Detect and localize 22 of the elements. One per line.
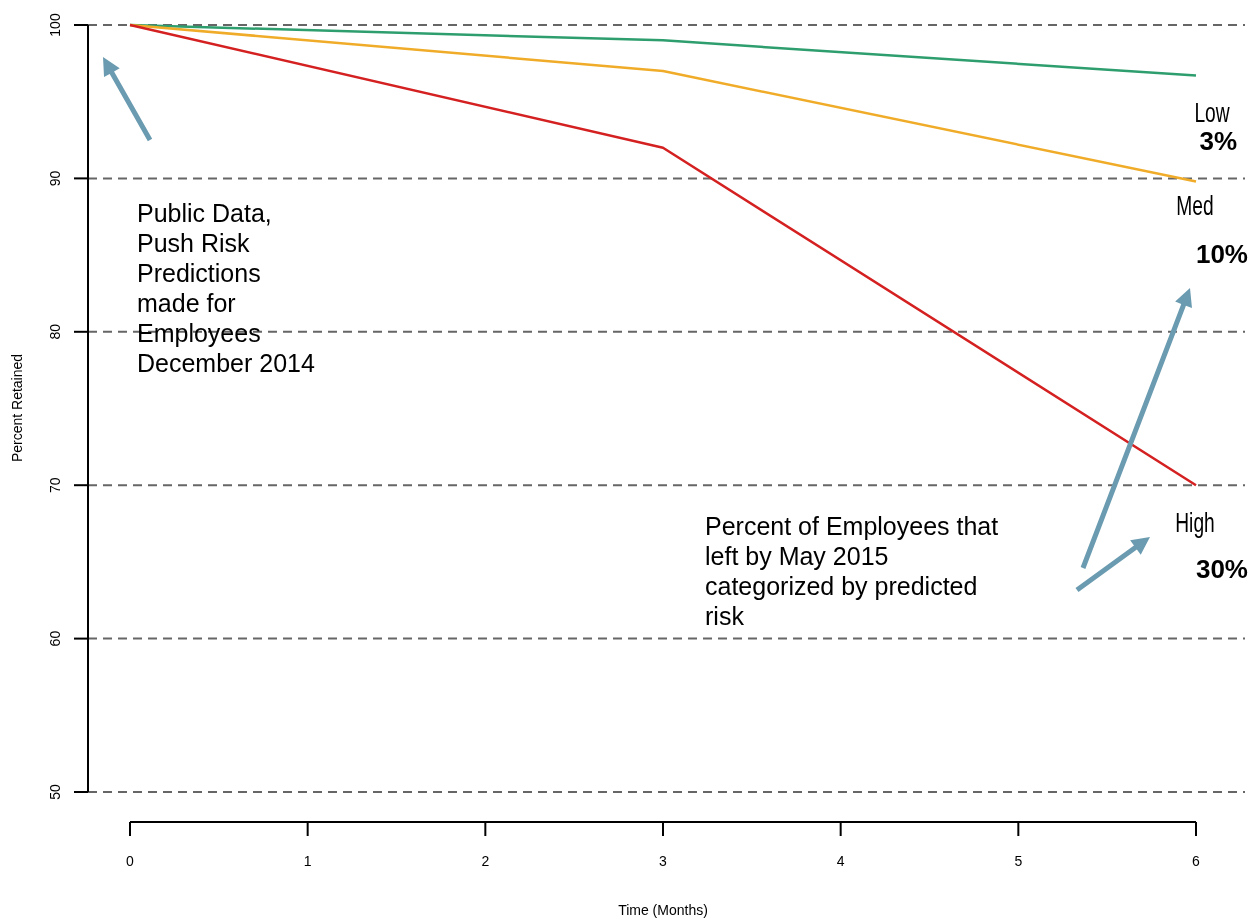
x-tick-label: 3 (659, 853, 668, 869)
series-label: Med (1176, 189, 1214, 221)
y-tick-label: 80 (47, 323, 63, 340)
series-label: High (1175, 506, 1215, 538)
x-tick-label: 5 (1014, 853, 1023, 869)
x-tick-label: 6 (1192, 853, 1201, 869)
y-tick-label: 90 (47, 170, 63, 187)
x-tick-label: 0 (126, 853, 135, 869)
text: 3% (1199, 126, 1237, 156)
x-tick-label: 2 (481, 853, 490, 869)
x-axis-title: Time (Months) (618, 902, 708, 918)
y-axis-title: Percent Retained (9, 353, 25, 463)
annotation: Percent of Employees that left by May 2015 categorized by predicted risk (705, 512, 999, 630)
y-tick-label: 100 (47, 13, 63, 37)
x-tick-label: 4 (836, 853, 845, 869)
y-tick-label: 60 (47, 630, 63, 647)
series-label: Low (1194, 96, 1231, 128)
y-tick-label: 50 (47, 784, 63, 800)
annotation: 10% (1195, 239, 1248, 269)
annotation: 30% (1195, 554, 1248, 584)
y-tick-label: 70 (47, 477, 63, 493)
x-tick-label: 1 (303, 853, 312, 869)
